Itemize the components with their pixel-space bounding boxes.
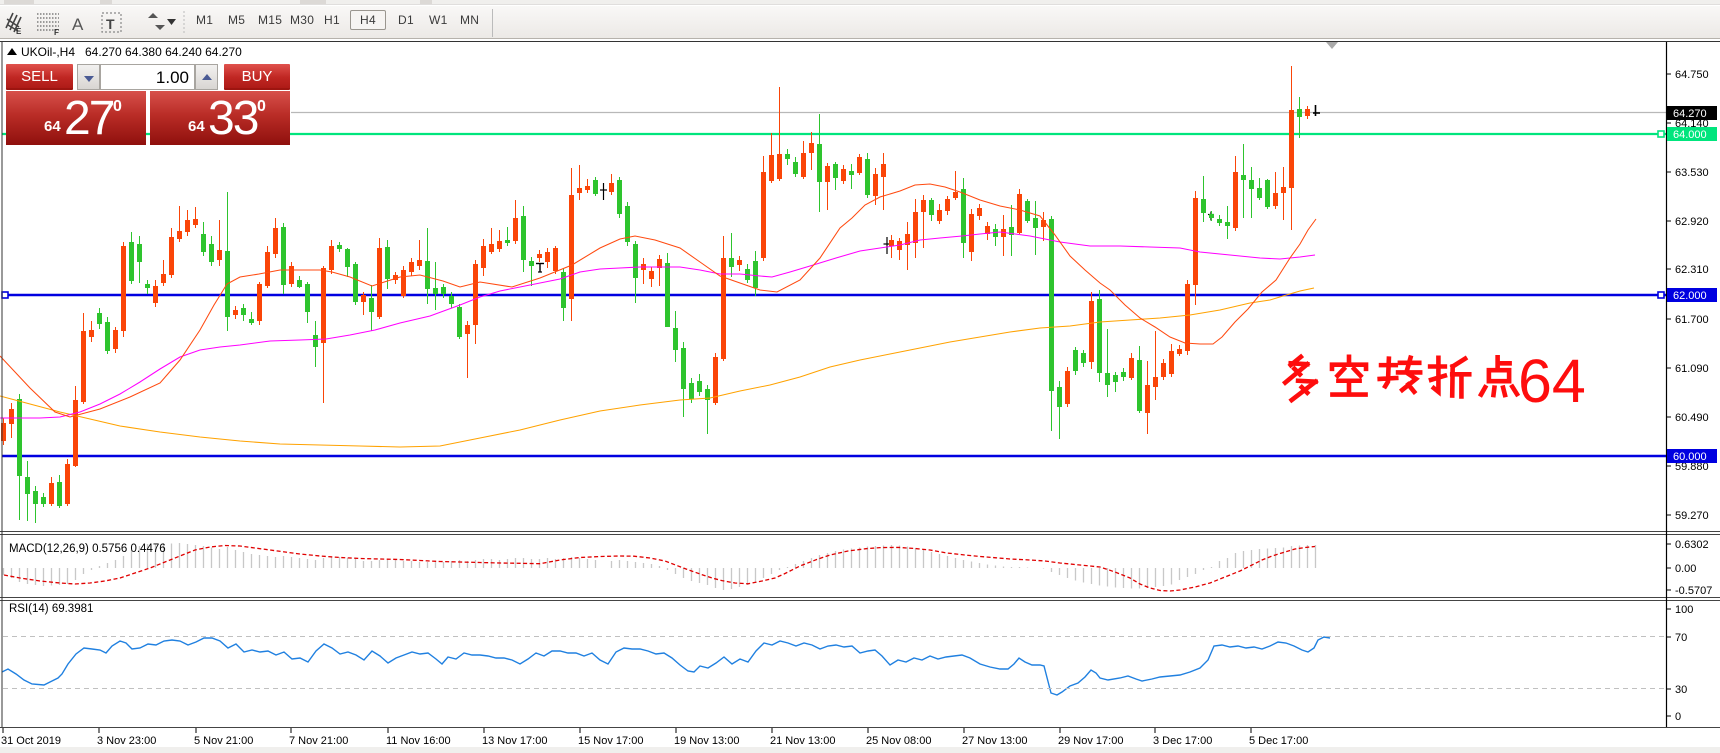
svg-text:3 Nov 23:00: 3 Nov 23:00 (97, 735, 156, 747)
svg-text:T: T (106, 16, 115, 32)
svg-text:64.750: 64.750 (1675, 69, 1709, 81)
svg-text:0.00: 0.00 (1675, 563, 1696, 575)
svg-text:A: A (72, 15, 84, 34)
svg-text:30: 30 (1675, 684, 1687, 696)
svg-text:62.310: 62.310 (1675, 264, 1709, 276)
svg-text:F: F (54, 28, 59, 37)
svg-text:UKOil-,H4 64.270 64.380 64.2: UKOil-,H4 64.270 64.380 64.240 64.270 (21, 45, 242, 59)
svg-text:5 Dec 17:00: 5 Dec 17:00 (1249, 735, 1308, 747)
svg-text:5 Nov 21:00: 5 Nov 21:00 (194, 735, 253, 747)
svg-text:RSI(14) 69.3981: RSI(14) 69.3981 (9, 603, 93, 615)
svg-text:0: 0 (1675, 711, 1681, 723)
svg-text:59.880: 59.880 (1675, 461, 1709, 473)
svg-text:E: E (16, 27, 22, 36)
svg-text:31 Oct 2019: 31 Oct 2019 (1, 735, 61, 747)
svg-text:61.090: 61.090 (1675, 363, 1709, 375)
svg-text:11 Nov 16:00: 11 Nov 16:00 (386, 735, 451, 747)
svg-text:64: 64 (1518, 347, 1586, 415)
svg-text:25 Nov 08:00: 25 Nov 08:00 (866, 735, 931, 747)
svg-text:60.000: 60.000 (1673, 451, 1707, 463)
svg-text:21 Nov 13:00: 21 Nov 13:00 (770, 735, 835, 747)
svg-text:64.270: 64.270 (1673, 108, 1707, 120)
svg-text:-0.5707: -0.5707 (1675, 585, 1712, 597)
svg-text:0.6302: 0.6302 (1675, 539, 1709, 551)
svg-text:19 Nov 13:00: 19 Nov 13:00 (674, 735, 739, 747)
svg-text:27 Nov 13:00: 27 Nov 13:00 (962, 735, 1027, 747)
svg-text:60.490: 60.490 (1675, 412, 1709, 424)
svg-text:29 Nov 17:00: 29 Nov 17:00 (1058, 735, 1123, 747)
svg-text:63.530: 63.530 (1675, 167, 1709, 179)
svg-text:15 Nov 17:00: 15 Nov 17:00 (578, 735, 643, 747)
svg-text:59.270: 59.270 (1675, 510, 1709, 522)
svg-text:7 Nov 21:00: 7 Nov 21:00 (289, 735, 348, 747)
svg-text:70: 70 (1675, 632, 1687, 644)
svg-text:13 Nov 17:00: 13 Nov 17:00 (482, 735, 547, 747)
svg-text:MACD(12,26,9) 0.5756 0.4476: MACD(12,26,9) 0.5756 0.4476 (9, 543, 166, 555)
svg-text:100: 100 (1675, 604, 1693, 616)
svg-text:64.000: 64.000 (1673, 129, 1707, 141)
svg-text:61.700: 61.700 (1675, 314, 1709, 326)
svg-text:62.920: 62.920 (1675, 216, 1709, 228)
svg-text:62.000: 62.000 (1673, 290, 1707, 302)
svg-text:3 Dec 17:00: 3 Dec 17:00 (1153, 735, 1212, 747)
